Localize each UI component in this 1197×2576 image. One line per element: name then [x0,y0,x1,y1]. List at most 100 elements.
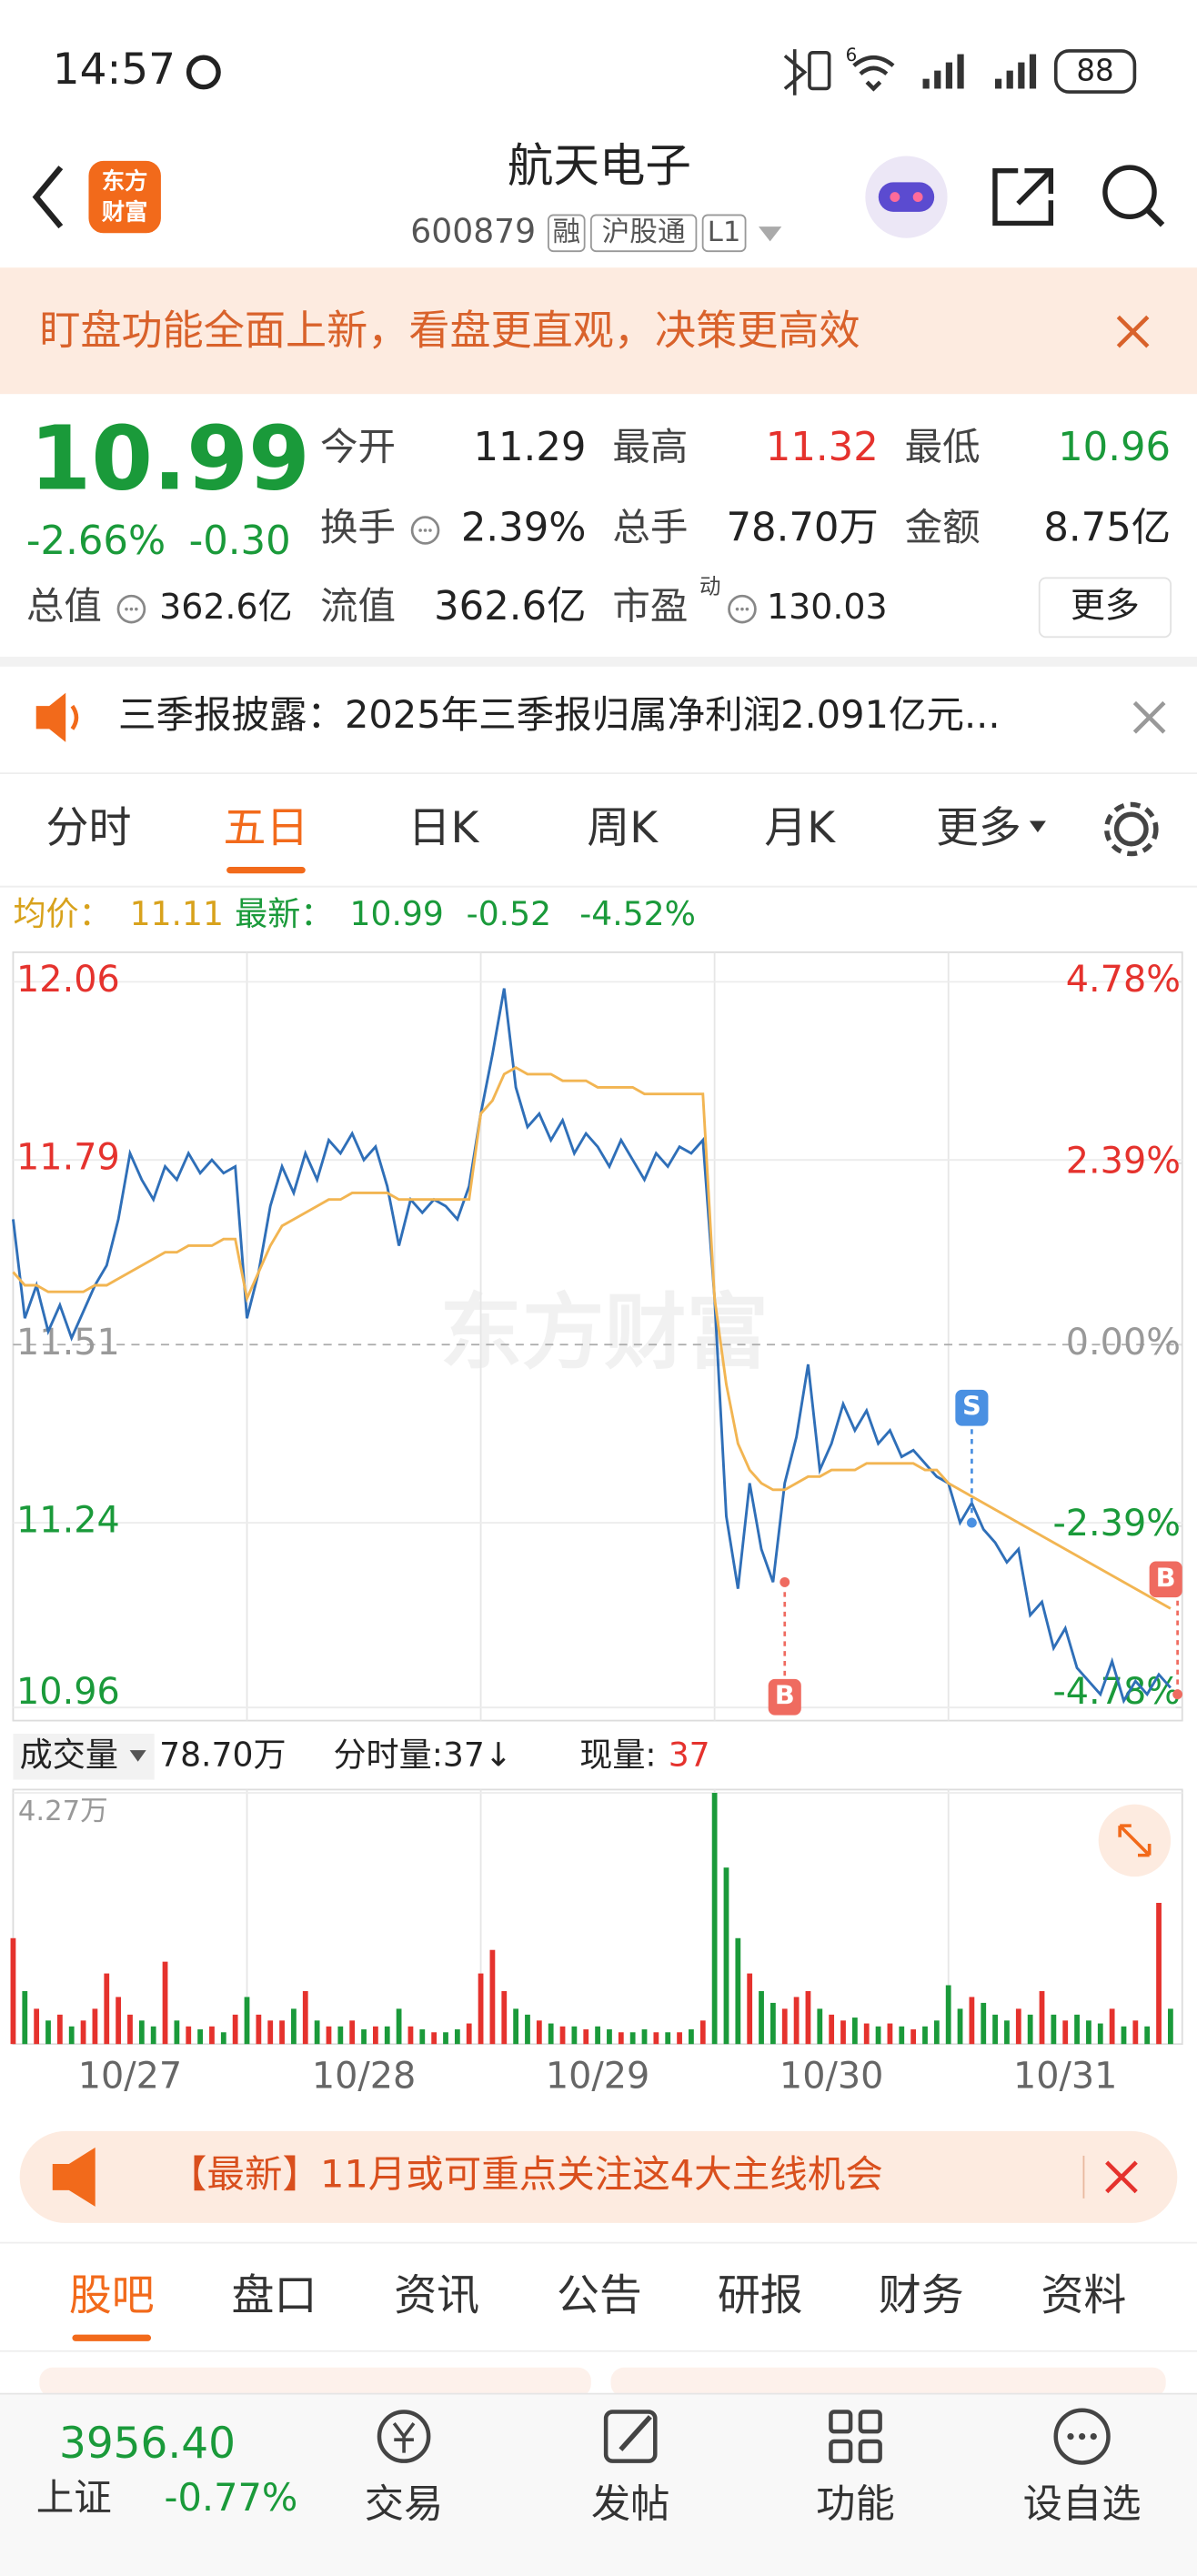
search-button[interactable] [1102,165,1157,219]
tab[interactable]: 财务 [879,2270,964,2320]
info-dot [418,528,422,532]
tab[interactable]: 资料 [1041,2270,1127,2320]
tile [858,2410,882,2434]
volume-bar [302,1990,308,2045]
promo-banner[interactable] [19,2130,1178,2223]
volume-bar [127,2014,133,2045]
x-tick-label: 10/31 [1013,2056,1117,2098]
dot [1090,2432,1097,2440]
volume-bar [337,2026,344,2045]
volume-bar [68,2026,75,2045]
volume-bar [875,2026,881,2045]
trade-icon[interactable] [377,2410,431,2463]
volume-bar [92,2008,98,2045]
y-tick-label: 4.27万 [18,1796,108,1827]
trade-marker-box[interactable] [1149,1561,1182,1598]
tab[interactable]: 月K [764,803,836,853]
card-preview [39,2367,591,2398]
volume-bar [1074,2014,1080,2045]
watchlist-icon[interactable] [1053,2408,1111,2465]
tab[interactable]: 资讯 [394,2270,479,2320]
pencil [619,2415,652,2451]
volume-bar [279,2020,285,2045]
bottom-nav-label[interactable]: 发帖 [591,2482,670,2528]
dot [1079,2432,1086,2440]
tab[interactable]: 公告 [557,2270,642,2320]
volume-bar [361,2029,367,2045]
tab[interactable]: 分时 [46,803,132,853]
volume-total: 78.70万 [159,1735,286,1774]
info-icon[interactable] [728,594,757,624]
close-promo[interactable] [1105,2160,1138,2194]
volume-label[interactable]: 成交量 [20,1735,118,1774]
tab[interactable]: 五日 [224,803,309,853]
trade-marker-label[interactable]: B [1156,1562,1176,1593]
volume-bar [10,1937,16,2045]
volume-bar [244,1997,250,2045]
more-button[interactable] [1038,577,1172,639]
tab[interactable]: 更多 [936,803,1021,853]
avg-label: 均价： [13,894,111,933]
current-volume-label: 现量: [579,1735,656,1774]
bottom-nav-label[interactable]: 设自选 [1023,2482,1142,2528]
close-banner[interactable] [1116,315,1150,348]
volume-selector[interactable] [13,1734,155,1780]
bottom-nav-label[interactable]: 交易 [365,2482,444,2528]
tab[interactable]: 股吧 [69,2270,155,2320]
settings-button[interactable] [1113,811,1149,847]
volume-bar [1086,2020,1091,2045]
volume-bar [829,2014,835,2045]
y2-tick-label: 0.00% [1066,1322,1181,1363]
info-dot [740,607,744,611]
stock-tag-label: 融 [552,216,580,248]
volume-bar [945,1985,951,2045]
trade-marker-box[interactable] [768,1678,801,1716]
battery-level: 88 [1076,53,1113,87]
quote-value: 362.6亿 [434,584,586,629]
info-icon[interactable] [116,594,146,624]
promo-text[interactable]: 【最新】11月或可重点关注这4大主线机会 [169,2151,883,2196]
index-value[interactable]: 3956.40 [59,2419,236,2469]
bottom-nav-label[interactable]: 功能 [816,2482,895,2528]
y-tick-label: 12.06 [16,959,120,1001]
index-change[interactable]: -0.77% [165,2475,298,2520]
quote-label: 最高 [612,425,688,469]
tab[interactable]: 盘口 [232,2270,317,2320]
avatar-eye [890,192,900,203]
speaker-icon [35,692,66,742]
trade-marker-box[interactable] [955,1389,989,1426]
more-label[interactable]: 更多 [1071,585,1140,625]
volume-bar [34,2008,40,2045]
post-icon[interactable] [603,2410,658,2463]
share-button[interactable] [992,168,1054,226]
dropdown-arrow[interactable] [129,1750,146,1762]
volume-bar [1004,2020,1010,2045]
last-price: 10.99 [29,408,309,510]
info-icon[interactable] [410,516,440,545]
dropdown-arrow[interactable] [759,226,782,242]
volume-bar [232,2014,238,2045]
tab[interactable]: 周K [587,803,659,853]
volume-bar [957,2008,963,2045]
back-button[interactable] [32,166,64,229]
function-icon[interactable] [829,2410,882,2463]
close-notice[interactable] [1132,700,1166,734]
alarm-icon [186,55,221,90]
quote-label: 流值 [320,584,396,629]
volume-bar [770,2002,776,2045]
trade-marker-label[interactable]: S [962,1391,981,1422]
quote-value: 2.39% [461,506,587,551]
change-amount: -0.30 [189,518,291,564]
notice-text[interactable]: 三季报披露：2025年三季报归属净利润2.091亿元... [118,692,1001,737]
tab[interactable]: 研报 [718,2270,803,2320]
trade-marker-label[interactable]: B [775,1680,795,1711]
dropdown-arrow[interactable] [1029,820,1046,833]
change-percent: -2.66% [26,518,166,564]
tab[interactable]: 日K [408,803,480,853]
volume-bar [454,2029,460,2045]
index-name[interactable]: 上证 [36,2475,112,2520]
volume-bar [525,2014,530,2045]
volume-bar [384,2026,390,2045]
volume-bar [443,2032,448,2045]
